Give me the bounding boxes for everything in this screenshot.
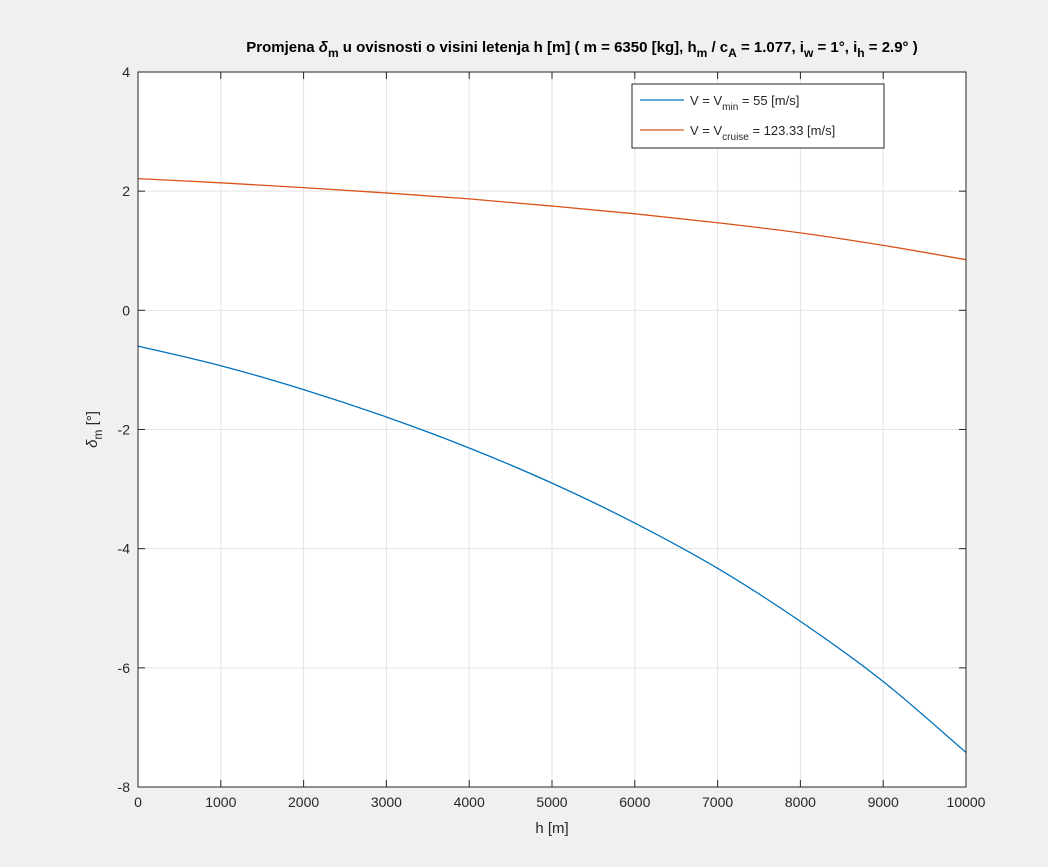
series-lines xyxy=(137,178,967,753)
y-tick-label: -6 xyxy=(118,660,131,676)
x-tick-label: 8000 xyxy=(785,794,816,810)
x-tick-label: 6000 xyxy=(619,794,650,810)
axis-ticks: 0 1000 2000 3000 4000 5000 6000 7000 8000 9000 100… xyxy=(118,64,986,810)
x-tick-label: 10000 xyxy=(947,794,986,810)
series-line-1 xyxy=(137,345,967,753)
chart-title: Promjena δm u ovisnosti o visini letenja… xyxy=(246,39,917,60)
legend-entry-1: V = Vmin = 55 [m/s] xyxy=(690,93,799,113)
y-tick-label: 2 xyxy=(122,183,130,199)
legend-entry-2: V = Vcruise = 123.33 [m/s] xyxy=(690,123,835,143)
x-tick-label: 1000 xyxy=(205,794,236,810)
legend: V = Vmin = 55 [m/s] V = Vcruise = 123.33 … xyxy=(631,83,885,149)
y-tick-label: 4 xyxy=(122,64,130,80)
axis-labels: Promjena δm u ovisnosti o visini letenja… xyxy=(84,39,918,837)
x-tick-label: 2000 xyxy=(288,794,319,810)
y-tick-label: -4 xyxy=(118,541,131,557)
x-tick-label: 5000 xyxy=(536,794,567,810)
legend-box xyxy=(631,83,885,149)
x-tick-label: 3000 xyxy=(371,794,402,810)
x-tick-label: 7000 xyxy=(702,794,733,810)
x-tick-label: 4000 xyxy=(454,794,485,810)
x-axis-label: h [m] xyxy=(535,820,568,837)
y-tick-label: -2 xyxy=(118,422,131,438)
series-line-2 xyxy=(137,178,967,261)
y-tick-label: -8 xyxy=(118,779,131,795)
x-tick-label: 0 xyxy=(134,794,142,810)
y-tick-label: 0 xyxy=(122,302,130,318)
y-axis-label: δm [°] xyxy=(84,411,105,448)
x-tick-label: 9000 xyxy=(868,794,899,810)
